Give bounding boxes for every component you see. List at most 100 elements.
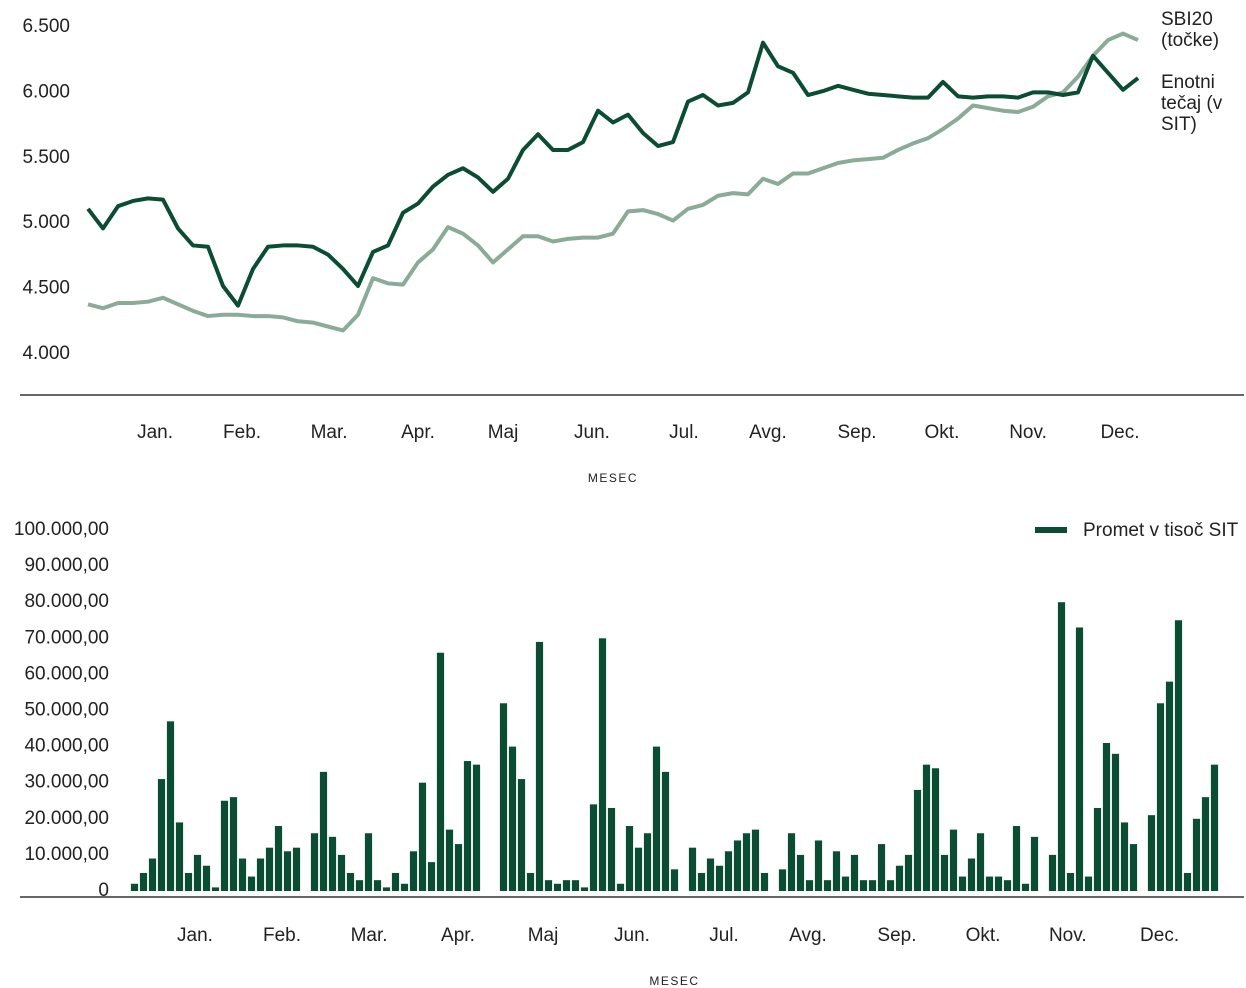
x-tick-label: Jul.: [709, 925, 739, 946]
bar: [1057, 602, 1066, 891]
bar: [1003, 880, 1012, 891]
y-tick-label: 6.500: [22, 16, 70, 37]
bar: [454, 844, 463, 891]
x-tick-label: Jun.: [614, 925, 650, 946]
bar: [1111, 753, 1120, 891]
bar: [877, 844, 886, 891]
bar: [517, 779, 526, 891]
bar: [463, 761, 472, 891]
bar: [328, 836, 337, 891]
y-tick-label: 4.000: [22, 343, 70, 364]
bar: [1075, 627, 1084, 891]
bar: [175, 822, 184, 891]
x-tick-label: Feb.: [263, 925, 301, 946]
bar: [1156, 703, 1165, 891]
bar: [355, 880, 364, 891]
bar: [247, 876, 256, 891]
bar: [1147, 815, 1156, 891]
bar: [841, 876, 850, 891]
bar: [382, 887, 391, 891]
bar: [778, 869, 787, 891]
bar: [598, 638, 607, 891]
bar: [1210, 764, 1219, 891]
bar: [724, 851, 733, 891]
x-tick-label: Avg.: [789, 925, 827, 946]
bar: [751, 829, 760, 891]
bar: [634, 847, 643, 891]
bar: [193, 854, 202, 891]
bar: [445, 829, 454, 891]
x-tick-label: Dec.: [1100, 422, 1139, 443]
bar: [1048, 854, 1057, 891]
bar: [508, 746, 517, 891]
bar: [139, 872, 148, 891]
legend-label: Promet v tisoč SIT: [1083, 520, 1239, 541]
bar: [859, 880, 868, 891]
bar: [958, 876, 967, 891]
x-tick-label: Maj: [528, 925, 559, 946]
bar: [220, 800, 229, 891]
y-tick-label: 5.500: [22, 147, 70, 168]
y-tick-label: 0: [98, 880, 109, 901]
y-tick-label: 10.000,00: [24, 844, 109, 865]
bar: [1066, 872, 1075, 891]
series-label: Enotni tečaj (v SIT): [1161, 72, 1223, 135]
bar: [796, 854, 805, 891]
bar: [130, 883, 139, 891]
bar: [985, 876, 994, 891]
x-tick-label: Jan.: [177, 925, 213, 946]
y-tick-label: 6.000: [22, 81, 70, 102]
bar: [238, 858, 247, 891]
bar: [292, 847, 301, 891]
bar: [283, 851, 292, 891]
bar: [211, 887, 220, 891]
y-tick-label: 60.000,00: [24, 663, 109, 684]
bar: [850, 854, 859, 891]
bar: [886, 880, 895, 891]
bar: [148, 858, 157, 891]
bar: [400, 883, 409, 891]
bar: [553, 883, 562, 891]
bar: [1201, 797, 1210, 891]
bar: [715, 865, 724, 891]
bar: [580, 887, 589, 891]
y-tick-label: 70.000,00: [24, 627, 109, 648]
bar: [1093, 807, 1102, 891]
bar: [472, 764, 481, 891]
line-series: [87, 31, 1139, 333]
bar: [346, 872, 355, 891]
y-tick-label: 40.000,00: [24, 736, 109, 757]
y-tick-label: 20.000,00: [24, 808, 109, 829]
bar: [616, 883, 625, 891]
bar: [418, 782, 427, 891]
y-tick-label: 4.500: [22, 278, 70, 299]
bar: [409, 851, 418, 891]
bar: [607, 807, 616, 891]
bar: [157, 779, 166, 891]
y-tick-label: 100.000,00: [14, 519, 109, 540]
bar: [544, 880, 553, 891]
x-tick-label: Nov.: [1049, 925, 1087, 946]
x-tick-label: Okt.: [966, 925, 1001, 946]
line-series: [86, 40, 1140, 308]
bar: [571, 880, 580, 891]
bar: [499, 703, 508, 891]
x-tick-label: Apr.: [401, 422, 435, 443]
bar: [319, 771, 328, 891]
y-tick-label: 50.000,00: [24, 700, 109, 721]
bar: [184, 872, 193, 891]
bar: [1102, 742, 1111, 891]
bar: [652, 746, 661, 891]
bar: [787, 833, 796, 891]
bar: [202, 865, 211, 891]
bar: [697, 872, 706, 891]
bar: [742, 833, 751, 891]
bar: [688, 847, 697, 891]
bar: [562, 880, 571, 891]
x-axis-title: MESEC: [649, 974, 699, 988]
bar: [913, 789, 922, 891]
x-tick-label: Apr.: [441, 925, 475, 946]
bar: [1183, 872, 1192, 891]
bar: [274, 826, 283, 891]
